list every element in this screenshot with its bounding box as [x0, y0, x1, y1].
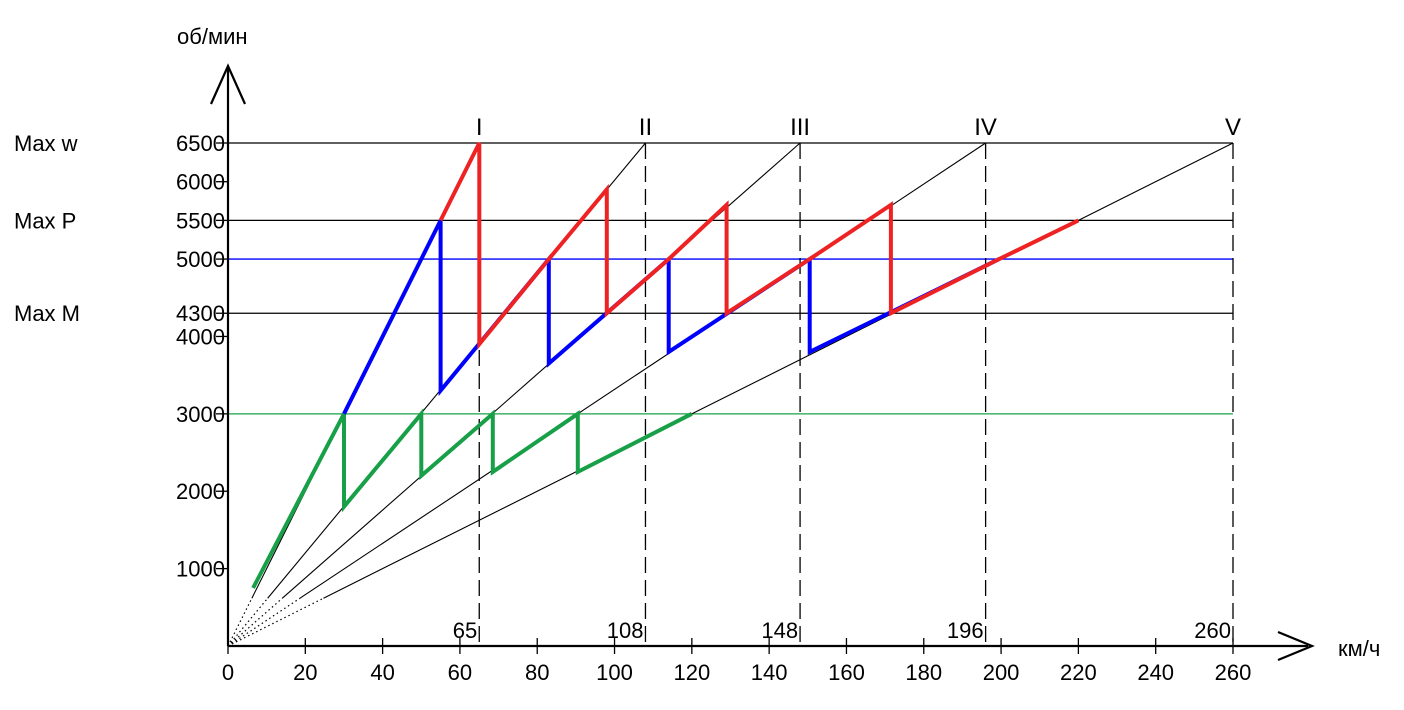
gear-speed-label: 108 — [607, 618, 644, 643]
y-tick-label: 5500 — [176, 208, 225, 233]
y-tick-label: 5000 — [176, 247, 225, 272]
x-tick-label: 20 — [293, 660, 317, 685]
x-tick-label: 60 — [448, 660, 472, 685]
x-tick-label: 260 — [1215, 660, 1252, 685]
y-tick-label: 6000 — [176, 170, 225, 195]
gear-label: V — [1225, 114, 1241, 141]
gear-label: II — [639, 114, 652, 141]
gear-ratio-ray-dotted — [227, 597, 269, 647]
x-tick-label: 220 — [1060, 660, 1097, 685]
gear-ratio-ray-dotted — [227, 597, 283, 647]
y-tick-label: 6500 — [176, 131, 225, 156]
gear-ratio-ray — [323, 142, 1234, 599]
gear-label: IV — [974, 114, 997, 141]
y-tick-label: 4300 — [176, 301, 225, 326]
gear-ratio-ray-dotted — [227, 597, 301, 647]
series-line — [438, 142, 1080, 350]
reference-line-label: Max w — [14, 131, 78, 156]
reference-lines — [228, 142, 1233, 415]
x-tick-label: 140 — [751, 660, 788, 685]
x-tick-label: 80 — [525, 660, 549, 685]
x-tick-label: 160 — [828, 660, 865, 685]
x-axis-arrow — [1277, 630, 1315, 662]
gear-label: III — [790, 114, 810, 141]
x-tick-label: 100 — [596, 660, 633, 685]
labels: Max w Max P Max M I 65 II 108 III 148 IV 196 V 260 0 2… — [14, 24, 1380, 685]
reference-line-label: Max M — [14, 301, 80, 326]
y-axis-arrow — [209, 63, 247, 105]
gear-speed-label: 196 — [947, 618, 984, 643]
gear-speed-label: 148 — [761, 618, 798, 643]
gear-speed-label: 65 — [453, 618, 477, 643]
gear-ratio-ray-dotted — [227, 597, 253, 647]
gear-ratio-rays — [227, 142, 1234, 647]
gear-lines — [478, 143, 1234, 646]
y-tick-label: 2000 — [176, 479, 225, 504]
x-tick-label: 0 — [222, 660, 234, 685]
gear-ratio-ray-dotted — [227, 597, 324, 647]
x-axis-title: км/ч — [1338, 636, 1380, 661]
y-axis-title: об/мин — [177, 24, 248, 49]
x-tick-label: 40 — [370, 660, 394, 685]
axes — [209, 63, 1315, 662]
gear-speed-label: 260 — [1194, 618, 1231, 643]
series-line — [342, 219, 1000, 415]
x-tick-label: 200 — [983, 660, 1020, 685]
x-tick-label: 240 — [1137, 660, 1174, 685]
y-tick-label: 4000 — [176, 324, 225, 349]
data-series — [251, 142, 1080, 589]
gear-label: I — [476, 114, 483, 141]
y-tick-label: 1000 — [176, 557, 225, 582]
x-tick-label: 180 — [905, 660, 942, 685]
y-tick-label: 3000 — [176, 402, 225, 427]
series-line — [251, 408, 693, 589]
reference-line-label: Max P — [14, 208, 76, 233]
x-tick-label: 120 — [673, 660, 710, 685]
